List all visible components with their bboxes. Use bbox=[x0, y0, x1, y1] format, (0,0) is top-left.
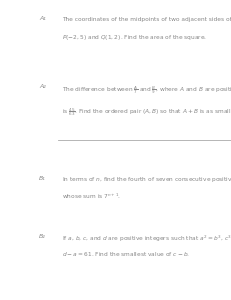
Text: $P(-2, 5)$ and $Q(1, 2)$. Find the area of the square.: $P(-2, 5)$ and $Q(1, 2)$. Find the area … bbox=[62, 33, 207, 42]
Text: B₂: B₂ bbox=[39, 234, 46, 239]
Text: The coordinates of the midpoints of two adjacent sides of a square are: The coordinates of the midpoints of two … bbox=[62, 16, 231, 22]
Text: whose sum is $7^{n+1}$.: whose sum is $7^{n+1}$. bbox=[62, 192, 122, 201]
Text: B₁: B₁ bbox=[39, 176, 46, 181]
Text: In terms of $n$, find the fourth of seven consecutive positive odd integers: In terms of $n$, find the fourth of seve… bbox=[62, 176, 231, 184]
Text: $d - a = 61$. Find the smallest value of $c - b$.: $d - a = 61$. Find the smallest value of… bbox=[62, 250, 191, 259]
Text: The difference between $\frac{A}{7}$ and $\frac{B}{9}$, where $A$ and $B$ are po: The difference between $\frac{A}{7}$ and… bbox=[62, 84, 231, 96]
Text: If $a$, $b$, $c$, and $d$ are positive integers such that $a^2 = b^3$, $c^3 = d^: If $a$, $b$, $c$, and $d$ are positive i… bbox=[62, 234, 231, 244]
Text: A₁: A₁ bbox=[39, 16, 46, 22]
Text: is $\frac{45}{63}$. Find the ordered pair $(A, B)$ so that $A + B$ is as small a: is $\frac{45}{63}$. Find the ordered pai… bbox=[62, 106, 231, 118]
Text: A₂: A₂ bbox=[39, 84, 46, 89]
